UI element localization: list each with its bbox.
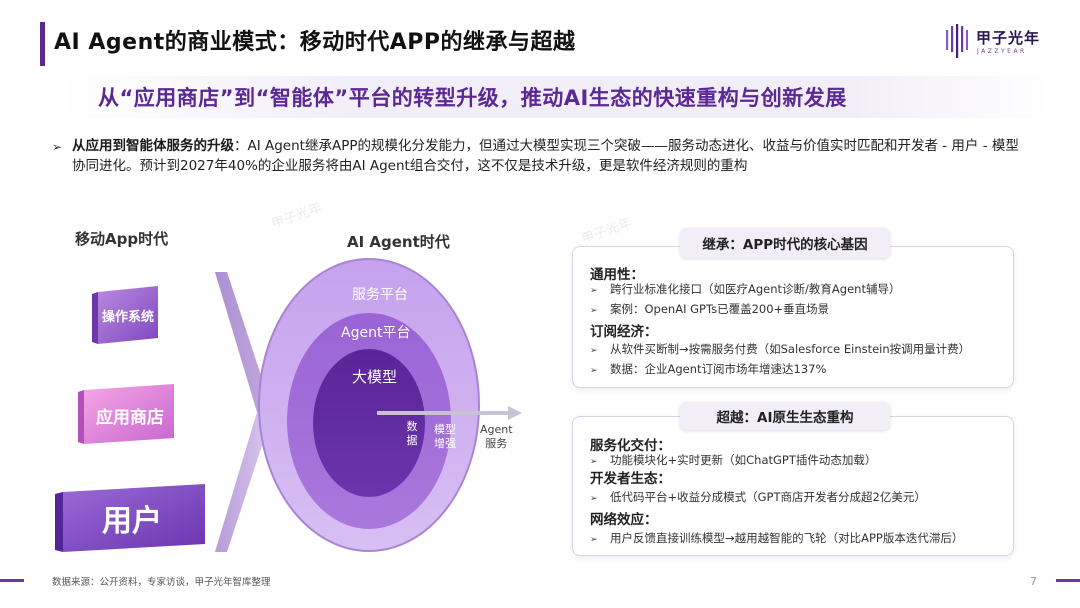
data-source-note: 数据来源：公开资料，专家访谈，甲子光年智库整理 — [52, 577, 271, 588]
section-subscription: 订阅经济： — [590, 324, 658, 340]
list-item: ➢ 数据：企业Agent订阅市场年增速达137% — [590, 362, 827, 376]
section-network-effect: 网络效应： — [590, 512, 658, 528]
list-item: ➢ 低代码平台+收益分成模式（GPT商店开发者分成超2亿美元） — [590, 490, 926, 504]
watermark: 甲子光年 — [269, 200, 324, 233]
section-service-delivery: 服务化交付： — [590, 438, 671, 454]
mobile-era-heading: 移动App时代 — [75, 230, 169, 248]
subtitle-band — [60, 76, 1050, 118]
app-store-card-shape — [78, 384, 174, 444]
intro-text: ：AI Agent继承APP的规模化分发能力，但通过大模型实现三个突破——服务动… — [72, 138, 1019, 174]
page-number: 7 — [1030, 575, 1037, 588]
brand-logo-text: 甲子光年 — [976, 29, 1041, 47]
list-item: ➢ 案例：OpenAI GPTs已覆盖200+垂直场景 — [590, 302, 830, 316]
flow-label-agent-service: Agent 服务 — [480, 423, 513, 450]
section-developer-ecosystem: 开发者生态： — [590, 471, 671, 487]
layer-large-model: 大模型 — [352, 368, 398, 386]
flow-label-model-enhance: 模型 增强 — [434, 423, 456, 450]
list-item: ➢ 功能模块化+实时更新（如ChatGPT插件动态加载） — [590, 453, 877, 467]
footer-accent-left — [0, 579, 24, 582]
footer-accent-right — [1056, 579, 1080, 582]
watermark: 甲子光年 — [579, 215, 634, 248]
app-store-card: 应用商店 — [96, 407, 164, 428]
os-card: 操作系统 — [101, 309, 154, 325]
inherit-panel-tag: 继承：APP时代的核心基因 — [680, 228, 890, 258]
user-card: 用户 — [102, 504, 162, 539]
layer-ovals-diagram — [258, 258, 480, 552]
surpass-panel-tag: 超越：AI原生生态重构 — [680, 402, 890, 430]
intro-bold: 从应用到智能体服务的升级 — [72, 138, 234, 154]
layer-agent-platform: Agent平台 — [341, 325, 411, 341]
list-item: ➢ 跨行业标准化接口（如医疗Agent诊断/教育Agent辅导） — [590, 282, 901, 296]
title-accent-bar — [40, 22, 45, 66]
page-title: AI Agent的商业模式：移动时代APP的继承与超越 — [54, 30, 576, 55]
intro-paragraph: 从应用到智能体服务的升级：AI Agent继承APP的规模化分发能力，但通过大模… — [72, 136, 1032, 176]
ai-era-heading: AI Agent时代 — [347, 233, 450, 251]
flow-arrow-icon — [377, 406, 522, 420]
flow-label-data: 数 据 — [406, 420, 418, 447]
surpass-panel — [572, 416, 1014, 556]
subtitle: 从“应用商店”到“智能体”平台的转型升级，推动AI生态的快速重构与创新发展 — [98, 86, 847, 110]
user-card-shape — [55, 484, 205, 552]
layer-service-platform: 服务平台 — [352, 287, 408, 303]
brand-logo-icon — [946, 24, 968, 58]
list-item: ➢ 用户反馈直接训练模型→越用越智能的飞轮（对比APP版本迭代滞后） — [590, 531, 964, 545]
list-item: ➢ 从软件买断制→按需服务付费（如Salesforce Einstein按调用量计… — [590, 342, 971, 356]
brand-logo-subtext: JAZZYEAR — [977, 48, 1027, 55]
os-card-shape — [92, 286, 158, 344]
intro-bullet-icon: ➢ — [52, 140, 63, 154]
section-generality: 通用性： — [590, 267, 644, 283]
